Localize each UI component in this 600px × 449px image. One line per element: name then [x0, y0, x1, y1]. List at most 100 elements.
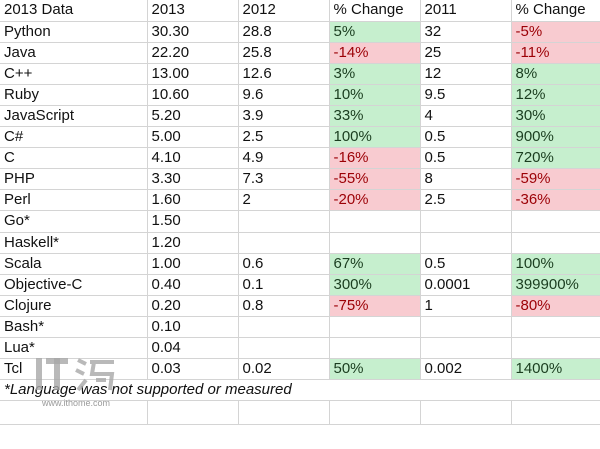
value-2012-cell [238, 210, 330, 233]
value-2012-cell: 4.9 [238, 147, 330, 170]
language-cell: Lua* [0, 337, 148, 360]
value-2012-cell: 28.8 [238, 21, 330, 43]
value-2011-cell: 25 [420, 42, 512, 64]
language-cell: C# [0, 126, 148, 149]
table-row: Objective-C 0.40 0.1 300% 0.0001 399900% [0, 274, 600, 296]
value-2013-cell: 4.10 [147, 147, 239, 170]
empty-cell [0, 400, 148, 426]
value-2011-cell [420, 316, 512, 339]
value-2012-cell: 12.6 [238, 63, 330, 85]
table-row: Lua* 0.04 [0, 337, 600, 360]
change-2011-cell: -5% [511, 21, 600, 43]
header-cell-change-2012: % Change [329, 0, 421, 22]
value-2012-cell: 25.8 [238, 42, 330, 64]
empty-cell [329, 400, 421, 426]
language-cell: Java [0, 42, 148, 64]
language-cell: C [0, 147, 148, 170]
table-row: C# 5.00 2.5 100% 0.5 900% [0, 126, 600, 149]
language-cell: Clojure [0, 295, 148, 317]
value-2013-cell: 0.20 [147, 295, 239, 317]
table-row: JavaScript 5.20 3.9 33% 4 30% [0, 105, 600, 128]
table-row: Go* 1.50 [0, 210, 600, 233]
value-2011-cell: 32 [420, 21, 512, 43]
change-2012-cell [329, 337, 421, 360]
empty-cell [511, 400, 600, 426]
change-2011-cell: -59% [511, 168, 600, 191]
change-2011-cell [511, 316, 600, 339]
value-2013-cell: 0.03 [147, 358, 239, 381]
language-cell: Objective-C [0, 274, 148, 296]
value-2012-cell: 2 [238, 189, 330, 212]
value-2011-cell [420, 337, 512, 360]
header-cell-2012: 2012 [238, 0, 330, 22]
change-2011-cell [511, 232, 600, 254]
value-2013-cell: 0.10 [147, 316, 239, 339]
change-2012-cell [329, 232, 421, 254]
change-2012-cell [329, 316, 421, 339]
change-2011-cell [511, 210, 600, 233]
value-2011-cell: 0.5 [420, 147, 512, 170]
value-2011-cell: 1 [420, 295, 512, 317]
language-cell: Scala [0, 253, 148, 275]
value-2013-cell: 0.40 [147, 274, 239, 296]
value-2013-cell: 5.00 [147, 126, 239, 149]
value-2013-cell: 1.00 [147, 253, 239, 275]
language-cell: C++ [0, 63, 148, 85]
change-2011-cell [511, 337, 600, 360]
change-2012-cell: 5% [329, 21, 421, 43]
change-2011-cell: 100% [511, 253, 600, 275]
header-cell-2011: 2011 [420, 0, 512, 22]
table-row: Perl 1.60 2 -20% 2.5 -36% [0, 189, 600, 212]
change-2012-cell: 33% [329, 105, 421, 128]
value-2012-cell: 0.02 [238, 358, 330, 381]
header-cell-label: 2013 Data [0, 0, 148, 22]
header-row: 2013 Data 2013 2012 % Change 2011 % Chan… [0, 0, 600, 22]
footnote-row: *Language was not supported or measured [0, 379, 600, 402]
language-cell: Python [0, 21, 148, 43]
language-cell: Bash* [0, 316, 148, 339]
change-2012-cell: -55% [329, 168, 421, 191]
table-row: Tcl 0.03 0.02 50% 0.002 1400% [0, 358, 600, 381]
table-row: Python 30.30 28.8 5% 32 -5% [0, 21, 600, 43]
change-2012-cell: 300% [329, 274, 421, 296]
change-2011-cell: 12% [511, 84, 600, 106]
table-row: Ruby 10.60 9.6 10% 9.5 12% [0, 84, 600, 106]
value-2012-cell: 3.9 [238, 105, 330, 128]
value-2012-cell: 7.3 [238, 168, 330, 191]
change-2012-cell: 3% [329, 63, 421, 85]
language-cell: Go* [0, 210, 148, 233]
empty-cell [238, 400, 330, 426]
empty-cell [147, 400, 239, 426]
table-row: C++ 13.00 12.6 3% 12 8% [0, 63, 600, 85]
value-2011-cell [420, 210, 512, 233]
change-2011-cell: 30% [511, 105, 600, 128]
change-2011-cell: 900% [511, 126, 600, 149]
change-2012-cell: -14% [329, 42, 421, 64]
change-2011-cell: 8% [511, 63, 600, 85]
change-2012-cell: 10% [329, 84, 421, 106]
language-cell: Perl [0, 189, 148, 212]
value-2011-cell: 9.5 [420, 84, 512, 106]
language-cell: Tcl [0, 358, 148, 381]
value-2012-cell [238, 337, 330, 360]
value-2013-cell: 0.04 [147, 337, 239, 360]
change-2011-cell: 399900% [511, 274, 600, 296]
value-2013-cell: 1.20 [147, 232, 239, 254]
footnote-text: *Language was not supported or measured [0, 379, 600, 402]
value-2011-cell: 8 [420, 168, 512, 191]
value-2013-cell: 30.30 [147, 21, 239, 43]
empty-cell [420, 400, 512, 426]
value-2011-cell: 4 [420, 105, 512, 128]
value-2013-cell: 22.20 [147, 42, 239, 64]
value-2013-cell: 3.30 [147, 168, 239, 191]
change-2011-cell: 1400% [511, 358, 600, 381]
value-2011-cell: 2.5 [420, 189, 512, 212]
table-body: 2013 Data 2013 2012 % Change 2011 % Chan… [0, 0, 600, 426]
table-row: PHP 3.30 7.3 -55% 8 -59% [0, 168, 600, 191]
table-row: Bash* 0.10 [0, 316, 600, 339]
value-2012-cell: 0.6 [238, 253, 330, 275]
value-2012-cell: 9.6 [238, 84, 330, 106]
language-stats-table: 2013 Data 2013 2012 % Change 2011 % Chan… [0, 0, 600, 426]
value-2011-cell: 0.5 [420, 253, 512, 275]
value-2012-cell: 2.5 [238, 126, 330, 149]
